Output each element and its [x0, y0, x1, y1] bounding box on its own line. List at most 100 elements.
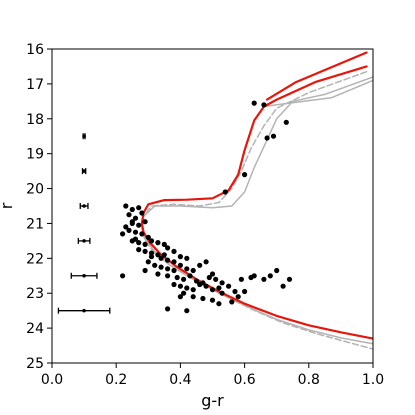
star-point — [242, 172, 248, 178]
star-point — [219, 290, 225, 296]
star-point — [132, 229, 139, 235]
star-point — [152, 262, 158, 268]
star-point — [126, 227, 132, 233]
star-point — [190, 287, 196, 293]
star-point — [229, 299, 235, 305]
star-point — [197, 281, 203, 288]
star-point — [235, 294, 241, 300]
star-point — [226, 283, 232, 289]
star-point — [120, 231, 126, 237]
star-point — [132, 236, 139, 242]
isochrone-line-solid-red — [266, 51, 368, 101]
star-point — [193, 278, 200, 284]
star-point — [200, 295, 206, 302]
star-point — [177, 262, 183, 268]
star-point — [165, 245, 171, 251]
star-point — [242, 288, 248, 295]
star-point — [158, 264, 164, 270]
star-point — [216, 301, 222, 307]
star-point — [184, 266, 190, 272]
star-point — [148, 238, 155, 244]
star-point — [283, 119, 289, 125]
star-point — [171, 248, 177, 254]
star-point — [274, 267, 280, 274]
isochrone-layer — [140, 51, 373, 350]
star-point — [120, 273, 126, 279]
y-tick-label: 20 — [26, 182, 44, 198]
star-point — [184, 308, 190, 314]
star-point — [187, 273, 193, 279]
star-point — [209, 271, 216, 277]
star-point — [145, 259, 151, 265]
y-tick-label: 16 — [26, 42, 44, 58]
star-point — [181, 290, 187, 296]
x-tick-label: 0.6 — [233, 372, 255, 388]
star-point — [181, 276, 187, 282]
x-tick-label: 0.0 — [41, 372, 63, 388]
star-point — [190, 294, 196, 300]
star-point — [158, 255, 164, 261]
y-tick-label: 25 — [26, 356, 44, 372]
isochrone-line-dashed-gray — [141, 70, 373, 350]
star-point — [213, 276, 219, 282]
star-point — [171, 259, 177, 265]
y-tick-label: 24 — [26, 321, 44, 337]
star-point — [177, 283, 183, 289]
x-tick-label: 0.2 — [105, 372, 127, 388]
star-point — [123, 224, 129, 230]
y-axis-label: r — [0, 202, 16, 209]
star-point — [155, 252, 161, 258]
star-point — [129, 219, 135, 225]
error-bar — [77, 237, 91, 244]
error-bar — [57, 307, 111, 314]
error-bar-layer — [57, 133, 111, 314]
star-point — [177, 254, 183, 260]
star-point — [155, 240, 161, 246]
star-point — [203, 283, 209, 289]
error-bar — [70, 272, 98, 279]
star-point — [136, 247, 142, 253]
y-tick-label: 18 — [26, 112, 44, 128]
star-point — [184, 285, 190, 291]
star-point — [280, 283, 286, 289]
star-point — [286, 276, 293, 282]
star-point — [264, 135, 270, 141]
star-point — [171, 267, 177, 274]
plot-frame — [51, 48, 374, 364]
x-tick-label: 0.4 — [169, 372, 191, 388]
y-tick-label: 21 — [26, 216, 44, 232]
star-point — [216, 285, 222, 291]
star-point — [145, 234, 151, 240]
star-point — [139, 231, 145, 237]
scatter-layer — [120, 100, 293, 314]
star-point — [209, 297, 216, 303]
star-point — [165, 306, 171, 312]
star-point — [123, 203, 129, 209]
star-point — [206, 274, 212, 281]
star-point — [261, 102, 267, 108]
x-tick-label: 1.0 — [362, 372, 384, 388]
star-point — [129, 206, 135, 213]
star-point — [165, 257, 171, 263]
error-bar — [79, 203, 89, 209]
star-point — [142, 267, 148, 274]
star-point — [219, 280, 225, 286]
star-point — [174, 274, 180, 281]
star-point — [267, 273, 273, 279]
star-point — [177, 294, 183, 300]
star-point — [270, 133, 277, 139]
star-point — [203, 259, 209, 265]
error-bar — [82, 133, 86, 140]
star-point — [197, 262, 203, 268]
star-point — [248, 274, 254, 281]
star-point — [209, 287, 216, 293]
star-point — [136, 222, 142, 228]
star-point — [222, 189, 228, 195]
star-point — [165, 266, 171, 272]
star-point — [251, 100, 257, 106]
star-point — [238, 276, 244, 282]
isochrone-line-solid-red — [140, 65, 373, 340]
star-point — [148, 254, 155, 260]
star-point — [132, 215, 139, 221]
